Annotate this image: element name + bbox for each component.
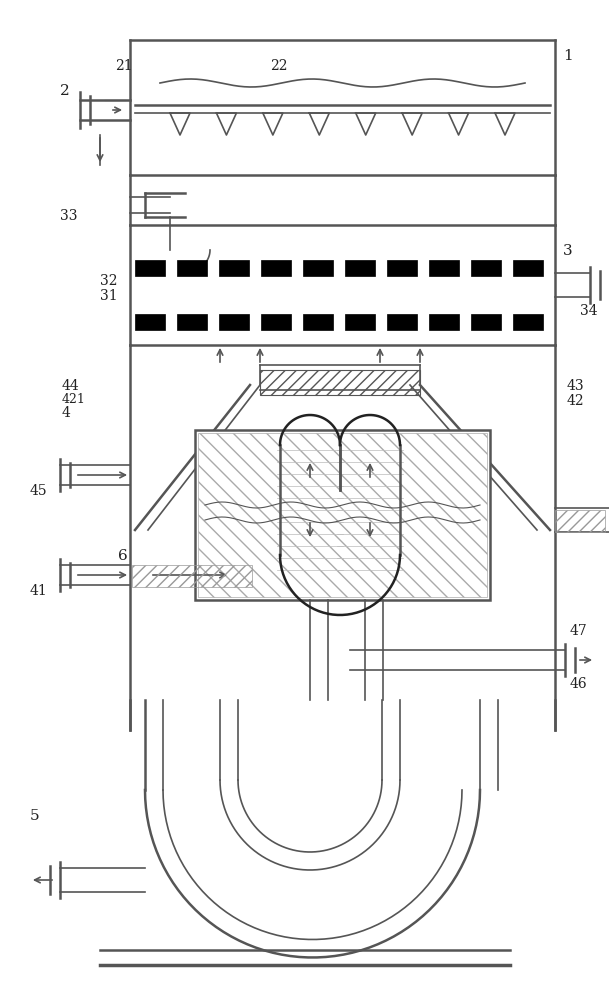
- Bar: [471, 260, 501, 276]
- Text: 47: 47: [570, 624, 588, 638]
- Text: 41: 41: [30, 584, 48, 598]
- Bar: [219, 260, 249, 276]
- Bar: [261, 260, 291, 276]
- Bar: [260, 370, 420, 395]
- Bar: [132, 565, 252, 587]
- Bar: [135, 260, 165, 276]
- Text: 21: 21: [115, 59, 133, 73]
- Text: 42: 42: [567, 394, 585, 408]
- Bar: [429, 260, 459, 276]
- Text: 5: 5: [30, 809, 40, 823]
- Text: 46: 46: [570, 677, 588, 691]
- Bar: [387, 314, 417, 330]
- Bar: [513, 260, 543, 276]
- Text: 1: 1: [563, 49, 572, 63]
- Text: 32: 32: [100, 274, 118, 288]
- Bar: [387, 260, 417, 276]
- Bar: [513, 314, 543, 330]
- Text: 4: 4: [62, 406, 71, 420]
- Bar: [303, 314, 333, 330]
- Text: 43: 43: [567, 379, 585, 393]
- Text: 2: 2: [60, 84, 70, 98]
- Text: 6: 6: [118, 549, 128, 563]
- Text: 22: 22: [270, 59, 287, 73]
- Text: 45: 45: [30, 484, 48, 498]
- Text: 33: 33: [60, 209, 77, 223]
- Text: 34: 34: [580, 304, 597, 318]
- Bar: [177, 314, 207, 330]
- Bar: [303, 260, 333, 276]
- Bar: [471, 314, 501, 330]
- Bar: [345, 314, 375, 330]
- Bar: [195, 430, 490, 600]
- Bar: [261, 314, 291, 330]
- Bar: [345, 260, 375, 276]
- Bar: [177, 260, 207, 276]
- Text: 421: 421: [62, 393, 86, 406]
- Text: 31: 31: [100, 289, 118, 303]
- Bar: [198, 433, 487, 597]
- Text: 44: 44: [62, 379, 80, 393]
- Bar: [555, 510, 605, 532]
- Bar: [429, 314, 459, 330]
- Bar: [135, 314, 165, 330]
- Bar: [219, 314, 249, 330]
- Text: 3: 3: [563, 244, 572, 258]
